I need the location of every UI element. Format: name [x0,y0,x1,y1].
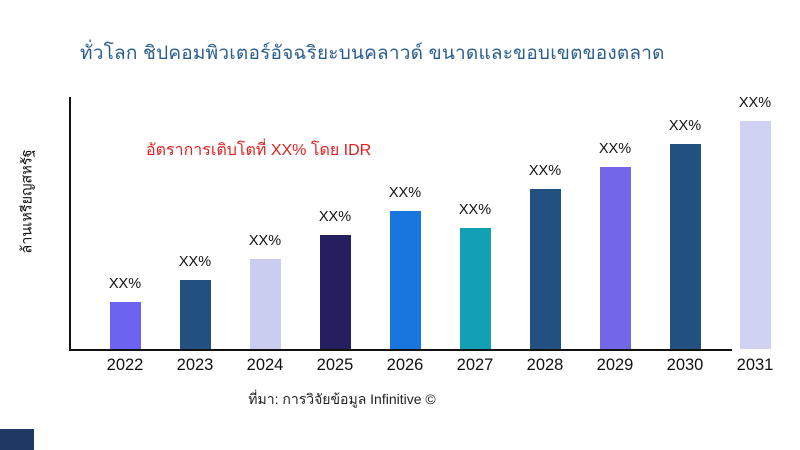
bar-2022 [109,302,141,349]
bar-value-label-2030: XX% [668,118,702,134]
x-tick-label-2027: 2027 [456,356,494,374]
bar-value-label-2025: XX% [318,209,352,225]
chart-title: ทั่วโลก ชิปคอมพิวเตอร์อัจฉริยะบนคลาวด์ ข… [80,43,665,64]
x-tick-label-2025: 2025 [316,356,354,374]
x-tick-label-2030: 2030 [666,356,704,374]
source-note: ที่มา: การวิจัยข้อมูล Infinitive © [248,391,436,407]
bar-2024 [249,259,281,349]
bar-2030 [669,144,701,349]
bar-value-label-2031: XX% [738,95,772,111]
bar-value-label-2023: XX% [178,254,212,270]
bar-2028 [529,189,561,349]
bar-2026 [389,211,421,349]
bar-2027 [459,228,491,349]
bar-2023 [179,280,211,349]
bar-value-label-2027: XX% [458,202,492,218]
x-tick-label-2029: 2029 [596,356,634,374]
bar-2029 [599,167,631,349]
x-tick-label-2026: 2026 [386,356,424,374]
bar-2025 [319,235,351,349]
bar-value-label-2024: XX% [248,233,282,249]
x-tick-label-2023: 2023 [176,356,214,374]
x-axis-line [69,349,732,351]
growth-rate-annotation: อัตราการเติบโตที่ XX% โดย IDR [146,142,372,159]
x-tick-label-2024: 2024 [246,356,284,374]
x-tick-label-2031: 2031 [736,356,774,374]
x-tick-label-2022: 2022 [106,356,144,374]
y-axis-line [69,97,71,351]
bar-2031 [739,121,771,349]
x-tick-label-2028: 2028 [526,356,564,374]
bar-value-label-2028: XX% [528,163,562,179]
bar-value-label-2026: XX% [388,185,422,201]
bar-value-label-2022: XX% [108,276,142,292]
bar-value-label-2029: XX% [598,141,632,157]
corner-accent-square [0,429,34,450]
